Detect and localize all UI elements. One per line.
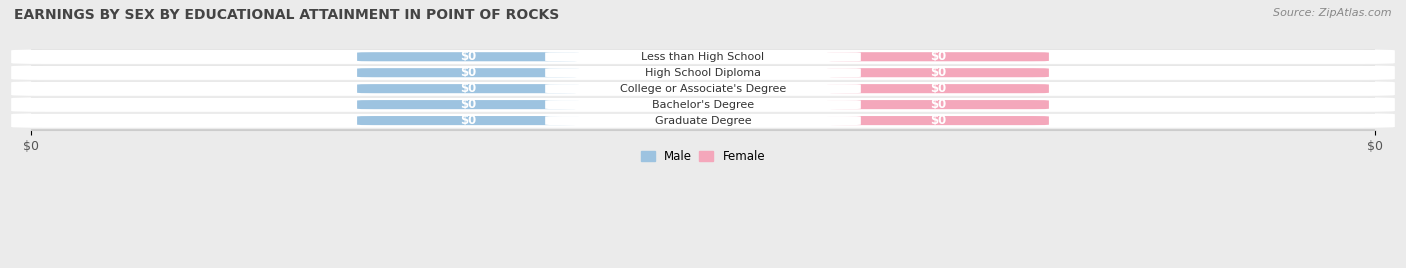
Text: $0: $0 xyxy=(929,98,946,111)
FancyBboxPatch shape xyxy=(827,116,1049,125)
Text: $0: $0 xyxy=(460,98,477,111)
FancyBboxPatch shape xyxy=(546,52,860,61)
FancyBboxPatch shape xyxy=(357,100,579,109)
Text: Less than High School: Less than High School xyxy=(641,52,765,62)
FancyBboxPatch shape xyxy=(357,116,579,125)
FancyBboxPatch shape xyxy=(357,68,579,77)
Text: Bachelor's Degree: Bachelor's Degree xyxy=(652,100,754,110)
FancyBboxPatch shape xyxy=(357,52,579,61)
Text: $0: $0 xyxy=(929,50,946,63)
FancyBboxPatch shape xyxy=(11,113,1395,128)
FancyBboxPatch shape xyxy=(546,116,860,125)
Text: $0: $0 xyxy=(460,50,477,63)
Text: $0: $0 xyxy=(460,66,477,79)
FancyBboxPatch shape xyxy=(827,68,1049,77)
FancyBboxPatch shape xyxy=(357,84,579,93)
FancyBboxPatch shape xyxy=(11,81,1395,96)
Text: $0: $0 xyxy=(460,82,477,95)
Text: Source: ZipAtlas.com: Source: ZipAtlas.com xyxy=(1274,8,1392,18)
Text: High School Diploma: High School Diploma xyxy=(645,68,761,78)
FancyBboxPatch shape xyxy=(827,52,1049,61)
Legend: Male, Female: Male, Female xyxy=(636,145,770,168)
Text: $0: $0 xyxy=(460,114,477,127)
FancyBboxPatch shape xyxy=(546,68,860,77)
FancyBboxPatch shape xyxy=(546,84,860,93)
Text: College or Associate's Degree: College or Associate's Degree xyxy=(620,84,786,94)
FancyBboxPatch shape xyxy=(827,84,1049,93)
FancyBboxPatch shape xyxy=(11,98,1395,112)
Text: $0: $0 xyxy=(929,82,946,95)
Text: Graduate Degree: Graduate Degree xyxy=(655,116,751,126)
FancyBboxPatch shape xyxy=(546,100,860,109)
Text: $0: $0 xyxy=(929,66,946,79)
FancyBboxPatch shape xyxy=(827,100,1049,109)
FancyBboxPatch shape xyxy=(11,50,1395,64)
FancyBboxPatch shape xyxy=(11,65,1395,80)
Text: $0: $0 xyxy=(929,114,946,127)
Text: EARNINGS BY SEX BY EDUCATIONAL ATTAINMENT IN POINT OF ROCKS: EARNINGS BY SEX BY EDUCATIONAL ATTAINMEN… xyxy=(14,8,560,22)
